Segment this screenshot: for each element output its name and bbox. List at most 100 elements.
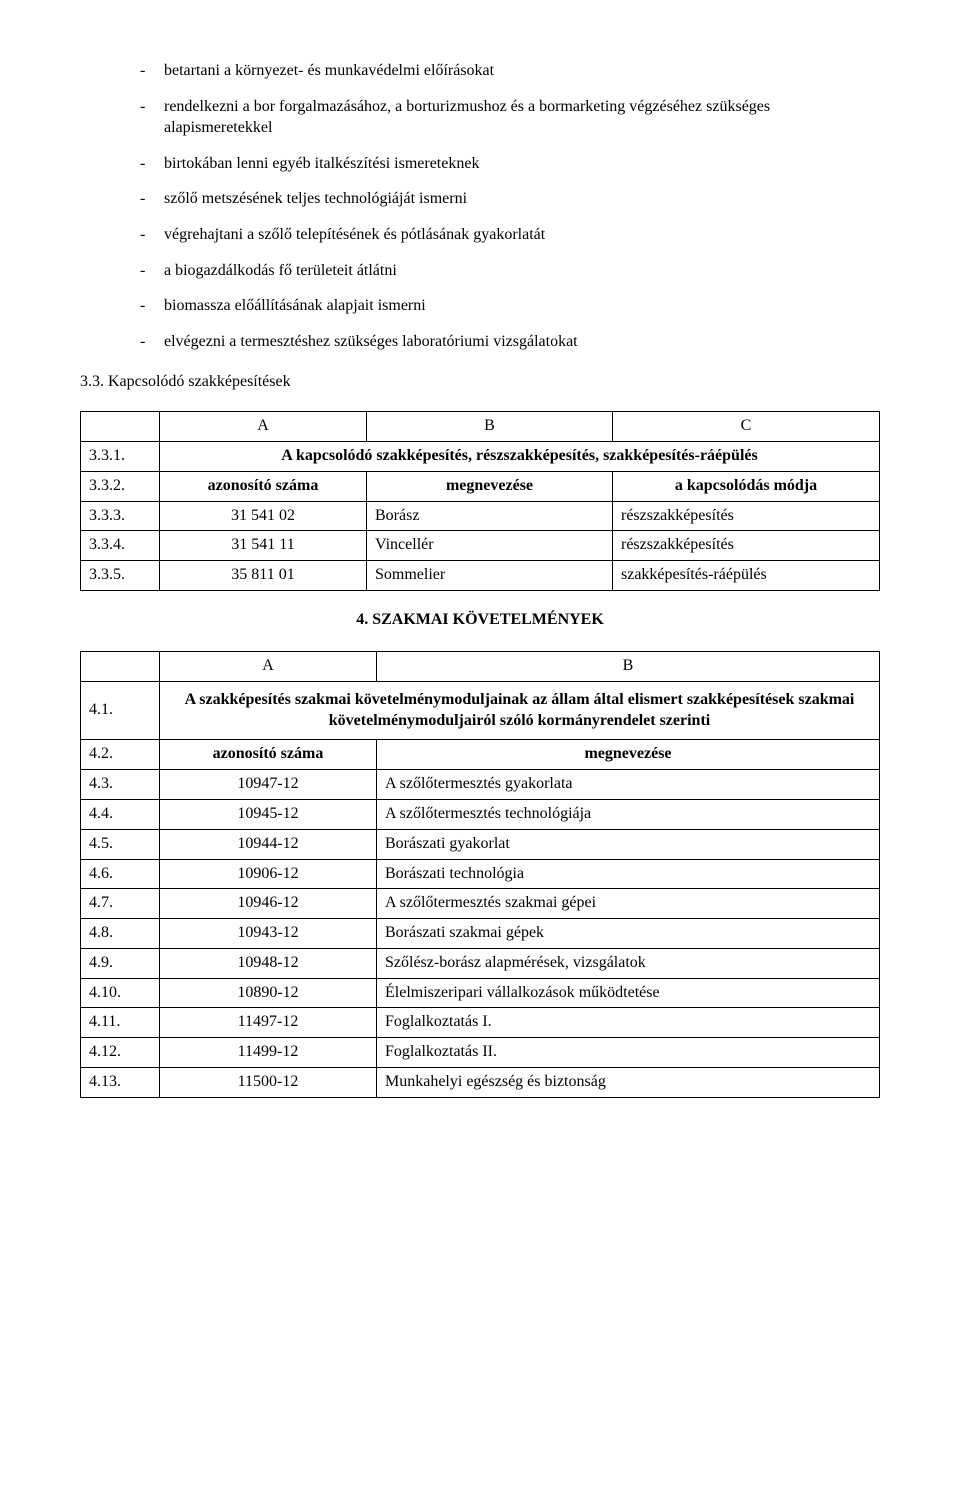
table-row: 4.2. azonosító száma megnevezése (81, 740, 880, 770)
bullet-text: elvégezni a termesztéshez szükséges labo… (164, 331, 880, 353)
row-number: 4.11. (81, 1008, 160, 1038)
table-row: 4.6.10906-12Borászati technológia (81, 859, 880, 889)
section-4-title: 4. SZAKMAI KÖVETELMÉNYEK (80, 611, 880, 629)
table-row: 4.11.11497-12Foglalkoztatás I. (81, 1008, 880, 1038)
row-number: 4.7. (81, 889, 160, 919)
col-header-a: A (160, 651, 377, 681)
cell-name: Élelmiszeripari vállalkozások működtetés… (377, 978, 880, 1008)
col-header-b: B (367, 412, 613, 442)
cell-name: Foglalkoztatás I. (377, 1008, 880, 1038)
bullet-text: szőlő metszésének teljes technológiáját … (164, 188, 880, 210)
cell-name: Foglalkoztatás II. (377, 1038, 880, 1068)
table-row: 4.12.11499-12Foglalkoztatás II. (81, 1038, 880, 1068)
dash-icon: - (140, 224, 164, 246)
row-title: A szakképesítés szakmai követelménymodul… (160, 681, 880, 740)
row-number: 4.13. (81, 1068, 160, 1098)
table-requirement-modules: A B 4.1. A szakképesítés szakmai követel… (80, 651, 880, 1098)
bullet-text: végrehajtani a szőlő telepítésének és pó… (164, 224, 880, 246)
cell-name: Szőlész-borász alapmérések, vizsgálatok (377, 948, 880, 978)
table-row: 4.7.10946-12A szőlőtermesztés szakmai gé… (81, 889, 880, 919)
cell-name: Sommelier (367, 561, 613, 591)
cell-id: 10947-12 (160, 770, 377, 800)
cell-mode: részszakképesítés (613, 501, 880, 531)
cell-id: 10943-12 (160, 919, 377, 949)
cell-mode: szakképesítés-ráépülés (613, 561, 880, 591)
table-row: A B C (81, 412, 880, 442)
cell-id: 35 811 01 (160, 561, 367, 591)
bullet-text: a biogazdálkodás fő területeit átlátni (164, 260, 880, 282)
row-number: 4.10. (81, 978, 160, 1008)
row-number: 3.3.5. (81, 561, 160, 591)
row-number: 4.8. (81, 919, 160, 949)
cell-mode: részszakképesítés (613, 531, 880, 561)
cell-id: 10906-12 (160, 859, 377, 889)
subhead-b: megnevezése (377, 740, 880, 770)
dash-icon: - (140, 153, 164, 175)
cell-id: 11497-12 (160, 1008, 377, 1038)
table-row: 4.4.10945-12A szőlőtermesztés technológi… (81, 799, 880, 829)
cell-empty (81, 651, 160, 681)
cell-name: A szőlőtermesztés technológiája (377, 799, 880, 829)
dash-icon: - (140, 188, 164, 210)
dash-icon: - (140, 96, 164, 139)
cell-name: A szőlőtermesztés szakmai gépei (377, 889, 880, 919)
bullet-text: rendelkezni a bor forgalmazásához, a bor… (164, 96, 880, 139)
subhead-c: a kapcsolódás módja (613, 471, 880, 501)
cell-name: A szőlőtermesztés gyakorlata (377, 770, 880, 800)
cell-empty (81, 412, 160, 442)
list-item: -birtokában lenni egyéb italkészítési is… (140, 153, 880, 175)
row-number: 3.3.3. (81, 501, 160, 531)
col-header-b: B (377, 651, 880, 681)
cell-id: 31 541 11 (160, 531, 367, 561)
row-number: 4.2. (81, 740, 160, 770)
section-3-3-heading: 3.3. Kapcsolódó szakképesítések (80, 372, 880, 393)
list-item: -szőlő metszésének teljes technológiáját… (140, 188, 880, 210)
cell-name: Borászati gyakorlat (377, 829, 880, 859)
cell-id: 11499-12 (160, 1038, 377, 1068)
bullet-text: betartani a környezet- és munkavédelmi e… (164, 60, 880, 82)
cell-id: 10890-12 (160, 978, 377, 1008)
subhead-a: azonosító száma (160, 740, 377, 770)
list-item: -a biogazdálkodás fő területeit átlátni (140, 260, 880, 282)
table-row: 4.10.10890-12Élelmiszeripari vállalkozás… (81, 978, 880, 1008)
cell-name: Borászati technológia (377, 859, 880, 889)
cell-name: Vincellér (367, 531, 613, 561)
row-number: 4.5. (81, 829, 160, 859)
table-row: 3.3.2. azonosító száma megnevezése a kap… (81, 471, 880, 501)
list-item: -elvégezni a termesztéshez szükséges lab… (140, 331, 880, 353)
col-header-a: A (160, 412, 367, 442)
bullet-list: -betartani a környezet- és munkavédelmi … (80, 60, 880, 352)
row-number: 4.4. (81, 799, 160, 829)
table-row: 3.3.5. 35 811 01 Sommelier szakképesítés… (81, 561, 880, 591)
dash-icon: - (140, 331, 164, 353)
row-number: 4.12. (81, 1038, 160, 1068)
subhead-a: azonosító száma (160, 471, 367, 501)
table-row: 4.9.10948-12Szőlész-borász alapmérések, … (81, 948, 880, 978)
subhead-b: megnevezése (367, 471, 613, 501)
row-title: A kapcsolódó szakképesítés, részszakképe… (160, 441, 880, 471)
dash-icon: - (140, 60, 164, 82)
col-header-c: C (613, 412, 880, 442)
row-number: 4.3. (81, 770, 160, 800)
bullet-text: biomassza előállításának alapjait ismern… (164, 295, 880, 317)
cell-id: 10948-12 (160, 948, 377, 978)
cell-name: Munkahelyi egészség és biztonság (377, 1068, 880, 1098)
row-number: 4.9. (81, 948, 160, 978)
dash-icon: - (140, 295, 164, 317)
cell-id: 11500-12 (160, 1068, 377, 1098)
list-item: -rendelkezni a bor forgalmazásához, a bo… (140, 96, 880, 139)
dash-icon: - (140, 260, 164, 282)
table-row: 4.3.10947-12A szőlőtermesztés gyakorlata (81, 770, 880, 800)
table-row: A B (81, 651, 880, 681)
cell-id: 10946-12 (160, 889, 377, 919)
list-item: -betartani a környezet- és munkavédelmi … (140, 60, 880, 82)
cell-name: Borászati szakmai gépek (377, 919, 880, 949)
table-row: 4.8.10943-12Borászati szakmai gépek (81, 919, 880, 949)
cell-id: 31 541 02 (160, 501, 367, 531)
cell-id: 10944-12 (160, 829, 377, 859)
row-number: 4.1. (81, 681, 160, 740)
table-related-qualifications: A B C 3.3.1. A kapcsolódó szakképesítés,… (80, 411, 880, 591)
row-number: 3.3.1. (81, 441, 160, 471)
table-row: 4.1. A szakképesítés szakmai követelmény… (81, 681, 880, 740)
row-number: 3.3.4. (81, 531, 160, 561)
